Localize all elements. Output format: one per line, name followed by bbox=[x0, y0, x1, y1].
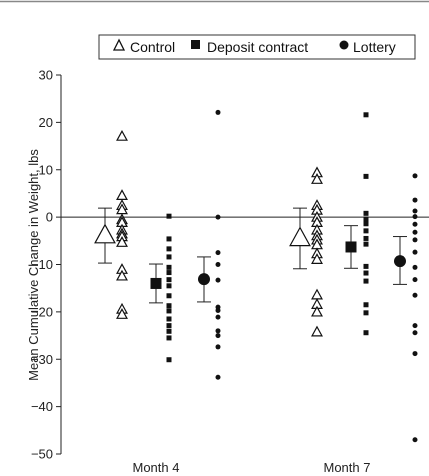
y-tick-label: 10 bbox=[39, 162, 53, 177]
legend-marker-lottery bbox=[339, 40, 349, 50]
point-lottery bbox=[215, 314, 221, 320]
point-control bbox=[116, 189, 128, 201]
point-lottery bbox=[215, 307, 221, 313]
point-deposit-contract bbox=[363, 228, 369, 234]
point-lottery bbox=[215, 333, 221, 339]
y-tick-label: −20 bbox=[31, 304, 53, 319]
y-tick-label: 0 bbox=[46, 210, 53, 225]
point-deposit-contract bbox=[363, 235, 369, 241]
legend-marker-deposit bbox=[191, 40, 200, 49]
point-deposit-contract bbox=[363, 310, 369, 316]
point-lottery bbox=[412, 330, 418, 336]
point-deposit-contract bbox=[166, 323, 172, 329]
x-category-label: Month 4 bbox=[133, 460, 180, 475]
point-control bbox=[116, 236, 128, 247]
legend: Control Deposit contract Lottery bbox=[98, 34, 416, 60]
legend-label-control: Control bbox=[130, 39, 175, 55]
point-deposit-contract bbox=[166, 335, 172, 341]
point-lottery bbox=[412, 264, 418, 270]
point-lottery bbox=[412, 208, 418, 214]
point-deposit-contract bbox=[166, 254, 172, 260]
point-lottery bbox=[215, 214, 221, 220]
point-deposit-contract bbox=[363, 270, 369, 276]
mean-lottery bbox=[198, 273, 210, 286]
point-control bbox=[116, 129, 128, 141]
point-lottery bbox=[412, 277, 418, 283]
point-deposit-contract bbox=[166, 283, 172, 289]
point-lottery bbox=[215, 344, 221, 350]
point-control bbox=[311, 305, 323, 317]
y-tick-label: 20 bbox=[39, 115, 53, 130]
point-lottery bbox=[215, 262, 221, 267]
point-deposit-contract bbox=[363, 241, 369, 247]
point-deposit-contract bbox=[363, 302, 369, 308]
mean-deposit-contract bbox=[345, 241, 357, 253]
legend-label-lottery: Lottery bbox=[353, 39, 396, 55]
point-deposit-contract bbox=[363, 112, 369, 118]
point-lottery bbox=[412, 437, 418, 443]
point-deposit-contract bbox=[166, 316, 172, 322]
point-lottery bbox=[412, 323, 418, 329]
mean-deposit-contract bbox=[150, 277, 162, 289]
y-axis-title: Mean Cumulative Change in Weight, lbs bbox=[26, 149, 41, 381]
point-deposit-contract bbox=[166, 236, 172, 242]
point-lottery bbox=[215, 277, 221, 283]
point-control bbox=[116, 269, 128, 281]
legend-marker-control bbox=[112, 38, 126, 51]
point-lottery bbox=[215, 328, 221, 334]
point-control bbox=[311, 173, 323, 184]
point-lottery bbox=[412, 221, 418, 227]
point-lottery bbox=[412, 292, 418, 298]
point-control bbox=[311, 325, 323, 337]
x-category-label: Month 7 bbox=[324, 460, 371, 475]
point-deposit-contract bbox=[166, 357, 172, 363]
axes: 30 20 10 0 −10 −20 −30 −40 −50 Month 4 Month 7 bbox=[31, 68, 429, 475]
y-tick-label: −40 bbox=[31, 399, 53, 414]
point-deposit-contract bbox=[363, 221, 369, 227]
point-lottery bbox=[215, 250, 221, 256]
point-lottery bbox=[412, 229, 418, 235]
point-lottery bbox=[412, 214, 418, 220]
point-deposit-contract bbox=[166, 213, 172, 219]
point-lottery bbox=[412, 173, 418, 179]
point-deposit-contract bbox=[363, 278, 369, 284]
y-tick-label: −50 bbox=[31, 447, 53, 462]
point-deposit-contract bbox=[166, 270, 172, 276]
point-deposit-contract bbox=[166, 303, 172, 309]
point-deposit-contract bbox=[363, 263, 369, 269]
point-deposit-contract bbox=[166, 328, 172, 334]
mean-control bbox=[289, 226, 311, 247]
point-deposit-contract bbox=[166, 308, 172, 314]
point-deposit-contract bbox=[166, 293, 172, 299]
point-deposit-contract bbox=[363, 173, 369, 179]
mean-control bbox=[94, 223, 116, 244]
point-deposit-contract bbox=[363, 210, 369, 216]
point-deposit-contract bbox=[166, 246, 172, 252]
point-lottery bbox=[412, 197, 418, 203]
point-control bbox=[311, 253, 323, 264]
point-lottery bbox=[215, 109, 221, 115]
point-lottery bbox=[412, 237, 418, 243]
point-deposit-contract bbox=[166, 264, 172, 270]
point-deposit-contract bbox=[363, 216, 369, 222]
point-control bbox=[116, 308, 128, 319]
point-lottery bbox=[412, 351, 418, 357]
plot-marks bbox=[94, 109, 418, 443]
point-deposit-contract bbox=[363, 330, 369, 336]
legend-label-deposit: Deposit contract bbox=[207, 39, 308, 55]
point-control bbox=[311, 288, 323, 300]
point-lottery bbox=[215, 374, 221, 380]
mean-lottery bbox=[394, 255, 406, 268]
point-deposit-contract bbox=[166, 277, 172, 283]
point-lottery bbox=[412, 249, 418, 255]
y-tick-label: −30 bbox=[31, 352, 53, 367]
y-tick-label: 30 bbox=[39, 68, 53, 83]
legend-box bbox=[98, 34, 416, 60]
y-tick-label: −10 bbox=[31, 257, 53, 272]
